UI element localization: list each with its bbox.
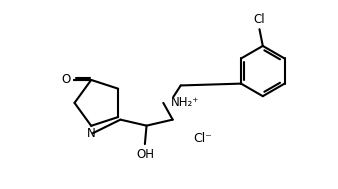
- Text: N: N: [87, 127, 96, 140]
- Text: Cl⁻: Cl⁻: [193, 132, 212, 145]
- Text: Cl: Cl: [254, 13, 265, 26]
- Text: NH₂⁺: NH₂⁺: [171, 96, 199, 109]
- Text: O: O: [61, 74, 70, 86]
- Text: OH: OH: [136, 148, 154, 161]
